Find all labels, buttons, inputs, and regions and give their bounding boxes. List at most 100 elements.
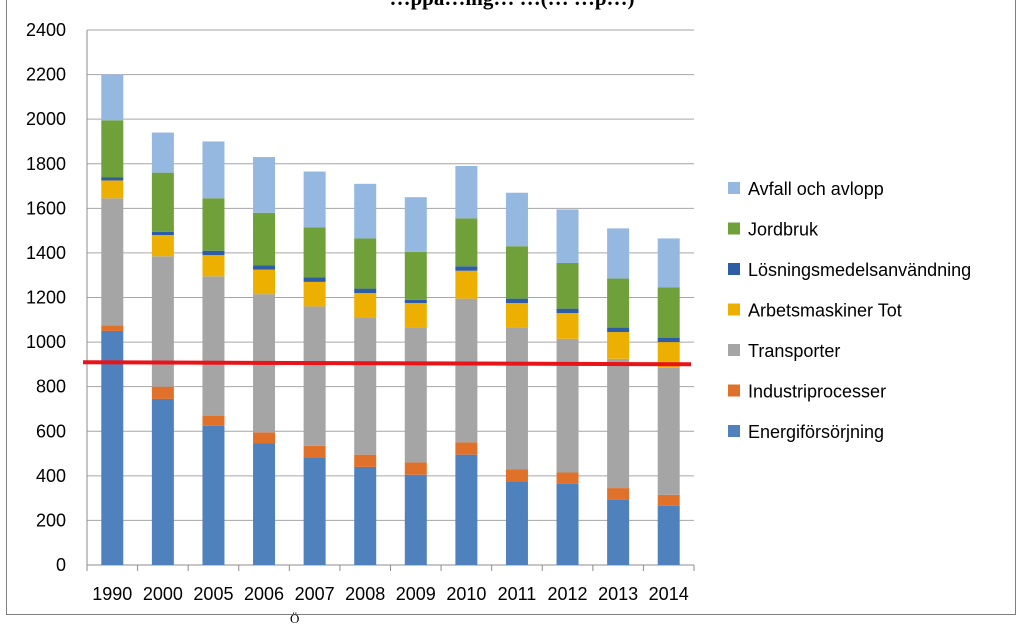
bar-segment [455, 270, 478, 299]
x-tick-label: 1990 [92, 584, 132, 604]
x-axis-ticks: 1990 2000 2005 2006 2007 2008 2009 2010 2011 2012… [86, 565, 695, 604]
bar-segment [202, 255, 225, 277]
y-tick-label: 2400 [26, 20, 66, 40]
bar-segment [455, 454, 478, 565]
bar-segment [556, 308, 579, 314]
grid-lines [86, 29, 694, 566]
bar-segment [505, 469, 528, 482]
bar-segment [101, 325, 124, 331]
bar-segment [253, 443, 276, 565]
bar-segment [556, 472, 579, 484]
bar-segment [556, 483, 579, 565]
x-tick-label: 2011 [498, 584, 537, 604]
legend-swatch [728, 425, 740, 437]
legend-label: Lösningsmedelsanvändning [748, 260, 971, 280]
bar-segment [151, 172, 174, 232]
bar-segment [404, 251, 427, 300]
x-tick-label: 2005 [193, 584, 233, 604]
bar-segment [202, 425, 225, 565]
bar-segment [354, 293, 377, 318]
bar-segment [404, 299, 427, 304]
y-tick-label: 400 [36, 466, 66, 486]
x-tick-label: 2012 [548, 584, 588, 604]
bars [101, 74, 680, 565]
y-tick-label: 1400 [26, 243, 66, 263]
bar-segment [404, 303, 427, 328]
bar-segment [253, 269, 276, 295]
legend: Avfall och avlopp Jordbruk Lösningsmedelsa… [728, 179, 971, 442]
footer-text-fragment: Ö [290, 611, 300, 626]
bar-segment [556, 262, 579, 309]
x-tick-label: 2007 [295, 584, 335, 604]
legend-label: Transporter [748, 341, 840, 361]
bar-segment [556, 209, 579, 263]
x-tick-label: 2010 [446, 584, 486, 604]
bar-segment [354, 317, 377, 455]
bar-segment [354, 238, 377, 289]
legend-label: Arbetsmaskiner Tot [748, 301, 902, 321]
bar-segment [607, 358, 630, 489]
bar-segment [101, 180, 124, 199]
bar-segment [657, 494, 680, 506]
bar-segment [303, 171, 326, 228]
bar-segment [607, 278, 630, 328]
bar-segment [303, 445, 326, 458]
bar-segment [657, 287, 680, 338]
bar-segment [556, 338, 579, 473]
bar-segment [455, 298, 478, 443]
y-tick-label: 600 [36, 421, 66, 441]
bar-segment [505, 192, 528, 247]
bar-segment [505, 303, 528, 328]
bar-segment [253, 265, 276, 270]
legend-swatch [728, 222, 740, 235]
bar-segment [505, 298, 528, 304]
legend-swatch [728, 263, 740, 275]
bar-segment [253, 212, 276, 266]
bar-segment [151, 398, 174, 565]
legend-label: Industriprocesser [748, 382, 886, 402]
reference-line-layer [82, 360, 692, 367]
bar-segment [101, 74, 124, 121]
legend-label: Avfall och avlopp [748, 179, 884, 199]
x-tick-label: 2006 [244, 584, 284, 604]
legend-label: Jordbruk [748, 220, 819, 240]
y-tick-label: 1000 [26, 332, 66, 352]
bar-segment [151, 386, 174, 399]
bar-segment [202, 415, 225, 426]
y-tick-label: 2200 [26, 65, 66, 85]
y-tick-label: 200 [36, 510, 66, 530]
bar-segment [455, 442, 478, 455]
bar-segment [354, 454, 377, 467]
bar-segment [657, 238, 680, 288]
bar-segment [607, 327, 630, 333]
y-tick-label: 0 [56, 555, 66, 575]
y-tick-label: 2000 [26, 109, 66, 129]
bar-segment [151, 256, 174, 387]
x-tick-label: 2009 [396, 584, 436, 604]
bar-segment [505, 481, 528, 565]
x-tick-label: 2008 [345, 584, 385, 604]
bar-segment [556, 313, 579, 339]
bar-segment [505, 246, 528, 299]
bar-segment [505, 327, 528, 470]
legend-swatch [728, 344, 740, 356]
bar-segment [151, 231, 174, 236]
bar-segment [607, 332, 630, 359]
x-tick-label: 2013 [598, 584, 638, 604]
legend-label: Energiförsörjning [748, 422, 884, 442]
bar-segment [404, 474, 427, 565]
bar-segment [657, 342, 680, 368]
bar-segment [303, 458, 326, 565]
y-tick-label: 1800 [26, 154, 66, 174]
y-tick-label: 1600 [26, 198, 66, 218]
bar-segment [202, 198, 225, 251]
reference-line [82, 360, 692, 367]
bar-segment [455, 266, 478, 271]
bar-segment [253, 157, 276, 213]
bar-segment [657, 367, 680, 495]
x-tick-label: 2014 [649, 584, 689, 604]
bar-segment [253, 432, 276, 444]
bar-segment [607, 488, 630, 500]
bar-segment [607, 499, 630, 565]
